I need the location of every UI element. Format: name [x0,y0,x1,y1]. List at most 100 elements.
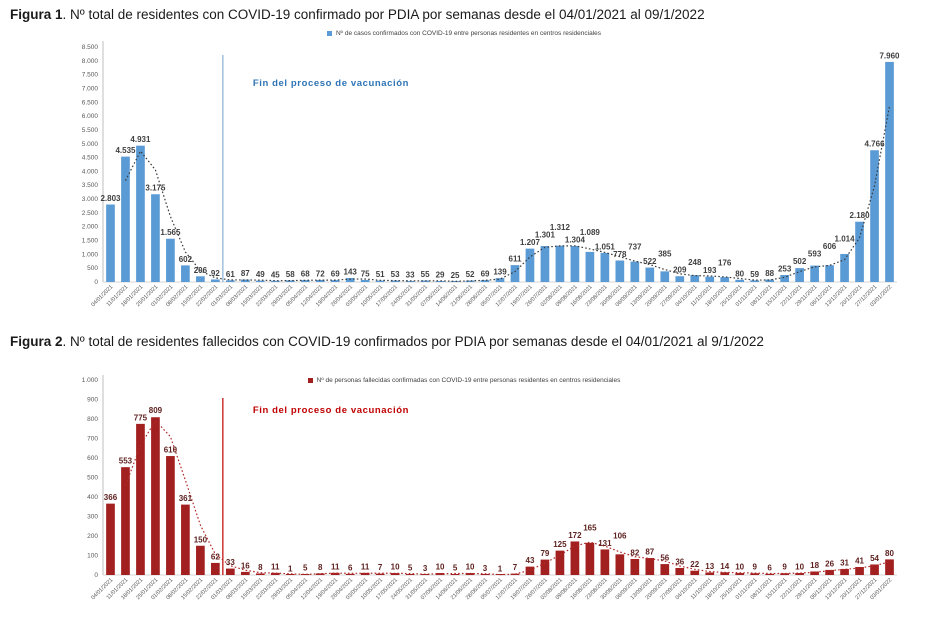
bar-value-label: 7 [513,563,518,572]
bar [720,572,730,575]
bar [705,572,715,575]
bar-value-label: 125 [553,540,567,549]
bar-value-label: 9 [782,563,787,572]
bar [825,265,834,282]
bar-value-label: 253 [778,265,792,274]
bar [151,417,160,575]
bars [106,61,894,282]
bar [285,280,295,282]
bar [166,238,175,282]
figure2-title: Figura 2. Nº total de residentes falleci… [10,334,764,349]
y-tick-label: 500 [87,475,98,482]
axes [102,375,897,576]
bar [825,569,834,575]
bar-value-label: 593 [808,250,822,259]
bar-value-label: 75 [361,269,370,278]
bar [360,572,370,575]
bar-value-label: 29 [436,271,445,280]
figure1-legend-text: Nº de casos confirmados con COVID-19 ent… [335,30,602,37]
bar-value-label: 72 [316,270,325,279]
bar [615,260,625,282]
bar [136,423,145,575]
bar-value-label: 68 [301,270,310,279]
y-tick-label: 3.000 [82,196,99,203]
bar [765,279,775,282]
bar [540,559,550,575]
bar [735,573,745,575]
bar-value-label: 1.301 [535,231,556,240]
bar [690,570,700,575]
bar [720,277,730,282]
bar-value-label: 58 [286,270,295,279]
bar-value-label: 737 [628,242,642,251]
bar-value-label: 54 [870,554,879,563]
bar [570,245,580,282]
figure1-title-label: Figura 1 [10,7,63,22]
figure2-title-label: Figura 2 [10,334,63,349]
bar-value-label: 1.312 [550,223,571,232]
bar [645,558,655,575]
bar-value-label: 5 [408,564,413,573]
bar [645,267,655,282]
bar [121,467,130,575]
x-axis-tick-labels: 04/01/202111/01/202118/01/202125/01/2021… [90,577,893,601]
y-tick-label: 0 [94,572,98,579]
bar-value-label: 8 [258,563,263,572]
bar [750,280,760,282]
bar-value-label: 80 [735,269,744,278]
bar [240,279,250,282]
bar [480,574,490,575]
bar-value-label: 11 [361,562,370,571]
bar-value-label: 26 [825,559,834,568]
y-tick-label: 3.500 [82,182,99,189]
x-axis-tick-labels: 04/01/202111/01/202118/01/202125/01/2021… [90,284,893,308]
bar [540,246,550,282]
y-tick-label: 600 [87,455,98,462]
bar-value-label: 10 [795,563,804,572]
bar-value-label: 51 [376,270,385,279]
bar [735,279,745,282]
bar-value-label: 366 [104,493,118,502]
bar-value-label: 775 [134,413,148,422]
axes [102,41,897,283]
bar [106,503,115,575]
bar-value-label: 10 [735,563,744,572]
bar [585,251,595,282]
bar-value-label: 4.931 [130,135,151,144]
bar-value-label: 9 [752,563,757,572]
y-tick-label: 1.500 [82,238,99,245]
bar-value-label: 1.014 [835,235,856,244]
y-tick-label: 900 [87,397,98,404]
bar [510,573,520,575]
vaccination-end-label: Fin del proceso de vacunación [253,78,409,89]
bar-value-label: 52 [466,270,475,279]
bar [181,504,190,575]
bar [780,275,789,282]
figure1-title-text: . Nº total de residentes con COVID-19 co… [62,7,705,22]
bar [600,252,610,282]
y-tick-label: 8.500 [82,44,99,51]
bar [375,280,385,282]
bar [630,559,640,575]
bar [570,541,580,575]
bar [810,571,819,575]
bar-value-label: 82 [630,549,639,558]
figure2-title-text: . Nº total de residentes fallecidos con … [62,334,764,349]
bar [795,573,804,575]
bar [690,275,700,282]
bar-value-label: 553 [119,457,133,466]
bar [480,280,490,282]
y-tick-label: 200 [87,533,98,540]
bar-value-label: 18 [810,561,819,570]
bar [136,145,145,282]
bar-value-label: 5 [453,564,458,573]
y-tick-label: 100 [87,553,98,560]
bar-value-label: 41 [855,557,864,566]
bar-value-label: 25 [451,271,460,280]
bar-value-label: 4.766 [865,140,886,149]
bar-value-label: 11 [331,562,340,571]
bar-value-label: 602 [179,255,193,264]
bar-value-label: 139 [493,268,507,277]
